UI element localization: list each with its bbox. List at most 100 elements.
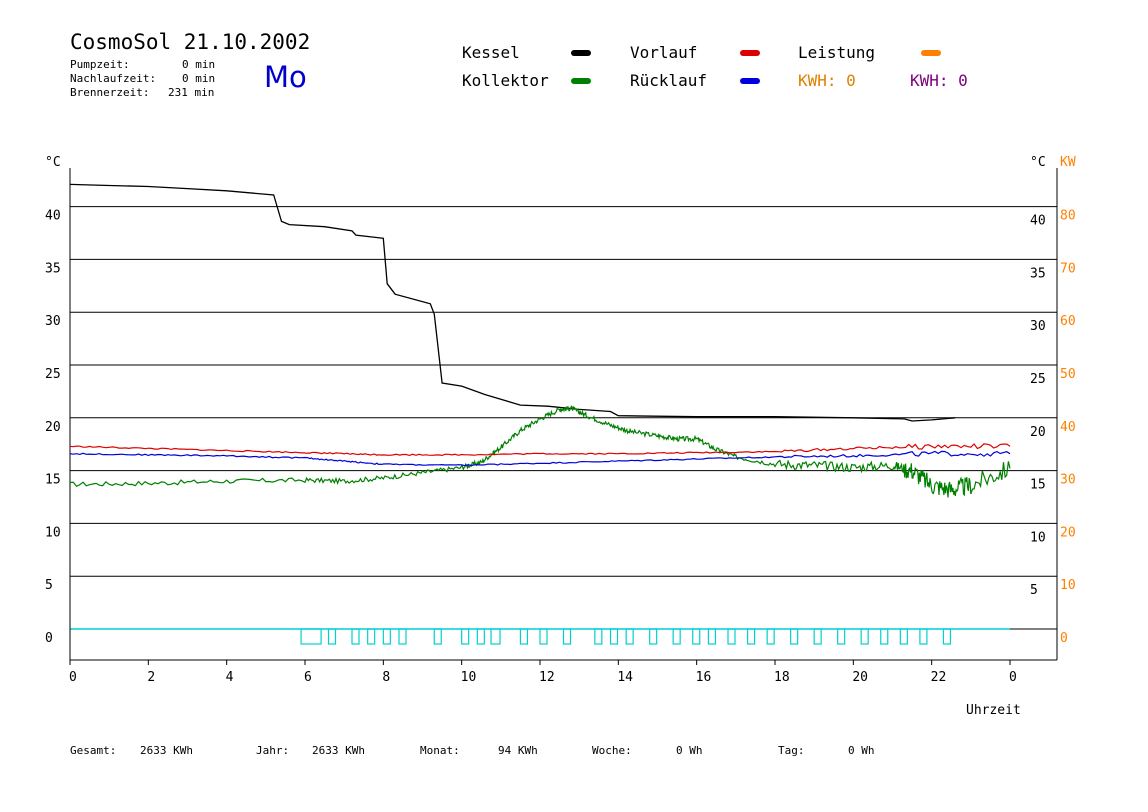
kw-tick-80: 80 [1060,209,1076,224]
footer-monat-value: 94 KWh [498,744,538,757]
kw-tick-50: 50 [1060,367,1076,382]
footer-gesamt-value: 2633 KWh [140,744,193,757]
pump-pulse [837,628,846,645]
pump-pulse [382,628,391,645]
y-tick-left-20: 20 [45,420,61,435]
footer-monat-label: Monat: [420,744,460,757]
pump-pulse [609,628,619,645]
kw-tick-30: 30 [1060,473,1076,488]
tick-labels: °C °C KW0510152025303540510152025303540010… [45,155,1076,718]
y-tick-right-30: 30 [1030,319,1046,334]
y-tick-left-40: 40 [45,209,61,224]
pump-pulse [367,628,376,645]
footer-woche-value: 0 Wh [676,744,703,757]
stat-brennerzeit-value: 231 min [168,86,215,99]
pump-pulse [942,628,952,645]
pump-pulse [519,628,529,645]
x-tick-3: 6 [304,670,312,685]
legend-leistung-swatch [921,50,941,56]
footer-woche-label: Woche: [592,744,632,757]
kw-tick-20: 20 [1060,525,1076,540]
y-tick-right-40: 40 [1030,214,1046,229]
pump-pulse [727,628,736,645]
axes [69,168,1058,665]
legend-ruecklauf-swatch [740,78,760,84]
x-tick-5: 10 [461,670,477,685]
pump-pulse [692,628,701,645]
legend-kwh-leistung: KWH: 0 [798,71,856,90]
series-line-vorlauf [69,443,1011,457]
legend-ruecklauf-label: Rücklauf [630,71,708,90]
pump-pulse [490,628,501,645]
x-tick-10: 20 [852,670,868,685]
legend-kollektor-swatch [571,78,591,84]
grid-lines [70,206,1057,630]
legend-kessel-label: Kessel [462,43,520,62]
pump-pulse [790,628,799,645]
pump-pulse [476,628,485,645]
stat-nachlaufzeit-value: 0 min [182,72,216,85]
y-tick-left-0: 0 [45,631,53,646]
pump-pulse [899,628,908,645]
x-tick-1: 2 [147,670,155,685]
pump-pulse [351,628,360,645]
stat-nachlaufzeit-label: Nachlaufzeit: [70,72,157,85]
x-tick-2: 4 [226,670,234,685]
x-axis-label: Uhrzeit [966,703,1021,718]
y-tick-right-35: 35 [1030,266,1046,281]
footer-jahr-value: 2633 KWh [312,744,365,757]
pump-pulse [672,628,681,645]
kw-tick-60: 60 [1060,314,1076,329]
x-tick-8: 16 [696,670,712,685]
legend-vorlauf-swatch [740,50,760,56]
x-tick-9: 18 [774,670,790,685]
y-tick-right-20: 20 [1030,425,1046,440]
y-tick-left-35: 35 [45,261,61,276]
stat-pumpzeit-value: 0 min [182,58,216,71]
pump-pulse [562,628,572,645]
pump-pulse [461,628,470,645]
pump-pulse [813,628,822,645]
x-tick-7: 14 [617,670,633,685]
kw-tick-40: 40 [1060,420,1076,435]
y-tick-right-15: 15 [1030,478,1046,493]
y-tick-left-30: 30 [45,314,61,329]
pump-pulse [649,628,658,645]
stat-brennerzeit-label: Brennerzeit: [70,86,150,99]
y-tick-left-25: 25 [45,367,61,382]
y-tick-right-5: 5 [1030,583,1038,598]
chart-title: CosmoSol 21.10.2002 [70,30,311,54]
series-lines [69,183,1011,498]
pump-pulse [860,628,869,645]
y-tick-left-10: 10 [45,525,61,540]
pump-pulses [300,628,952,645]
x-tick-0: 0 [69,670,77,685]
legend-kessel-swatch [571,50,591,56]
y-unit-left: °C [45,155,61,170]
series-line-ruecklauf [69,450,1011,467]
footer-tag-label: Tag: [778,744,805,757]
y-tick-left-15: 15 [45,473,61,488]
legend-kwh-second: KWH: 0 [910,71,968,90]
weekday-label: Mo [264,60,307,94]
y-tick-left-5: 5 [45,578,53,593]
x-tick-6: 12 [539,670,555,685]
y-unit-right: °C [1030,155,1046,170]
legend-vorlauf-label: Vorlauf [630,43,698,62]
pump-pulse [433,628,442,645]
footer-tag-value: 0 Wh [848,744,875,757]
kw-tick-0: 0 [1060,631,1068,646]
footer-gesamt-label: Gesamt: [70,744,117,757]
pump-pulse [707,628,717,645]
y-tick-right-25: 25 [1030,372,1046,387]
kw-tick-10: 10 [1060,578,1076,593]
pump-pulse [746,628,756,645]
x-tick-4: 8 [382,670,390,685]
pump-pulse [398,628,407,645]
pump-pulse [327,628,337,645]
y-unit-kw: KW [1060,155,1076,170]
pump-pulse [594,628,603,645]
pump-pulse [766,628,775,645]
stat-pumpzeit-label: Pumpzeit: [70,58,130,71]
